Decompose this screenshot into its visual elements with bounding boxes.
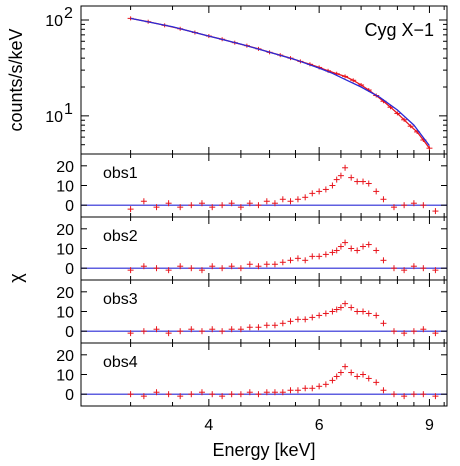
spectrum-series: [127, 16, 433, 151]
chart-title: Cyg X−1: [364, 20, 434, 40]
residual-panel-obs2: 0 10 20 obs2: [56, 216, 448, 281]
residual-panel-label: obs4: [103, 354, 138, 371]
spectrum-y-tick-label: 10: [45, 109, 63, 126]
series-model-line: [130, 17, 430, 146]
spectrum-y-tick-label: 10: [45, 13, 63, 30]
residual-y-tick-label: 10: [56, 179, 74, 196]
residual-frame: [80, 216, 448, 281]
residual-panel-obs4: 0 10 20 obs4: [56, 342, 448, 407]
residual-y-tick-label: 20: [56, 285, 74, 302]
spectrum-y-tick-exponent: 2: [64, 5, 73, 22]
residual-panel-label: obs2: [103, 228, 138, 245]
energy-tick-label: 6: [315, 417, 324, 434]
energy-axis-title: Energy [keV]: [212, 440, 315, 460]
residual-frame: [80, 342, 448, 407]
spectrum-y-axis-title: counts/s/keV: [6, 28, 26, 131]
residual-panel-obs1: 0 10 20 obs1: [56, 153, 448, 218]
residual-panel-label: obs1: [103, 165, 138, 182]
energy-tick-label: 4: [204, 417, 213, 434]
residual-panel-label: obs3: [103, 291, 138, 308]
residual-y-tick-label: 20: [56, 222, 74, 239]
residual-y-tick-label: 20: [56, 348, 74, 365]
spectrum-y-tick-exponent: 1: [64, 101, 73, 118]
residual-y-tick-label: 10: [56, 305, 74, 322]
residual-y-tick-label: 0: [65, 198, 74, 215]
residual-y-tick-label: 0: [65, 261, 74, 278]
residual-y-tick-label: 0: [65, 387, 74, 404]
energy-tick-label: 9: [425, 417, 434, 434]
residual-panels: 0 10 20 obs1 0 10 20 obs2 0 10 20 obs3 0 10 20 obs4: [56, 153, 448, 407]
residual-y-tick-label: 20: [56, 159, 74, 176]
energy-axis-ticks: 4 6 9: [204, 417, 434, 434]
residual-y-axis-title: χ: [6, 273, 26, 283]
residual-y-tick-label: 10: [56, 242, 74, 259]
residual-panel-obs3: 0 10 20 obs3: [56, 279, 448, 344]
residual-frame: [80, 279, 448, 344]
residual-y-tick-label: 10: [56, 368, 74, 385]
residual-y-tick-label: 0: [65, 324, 74, 341]
